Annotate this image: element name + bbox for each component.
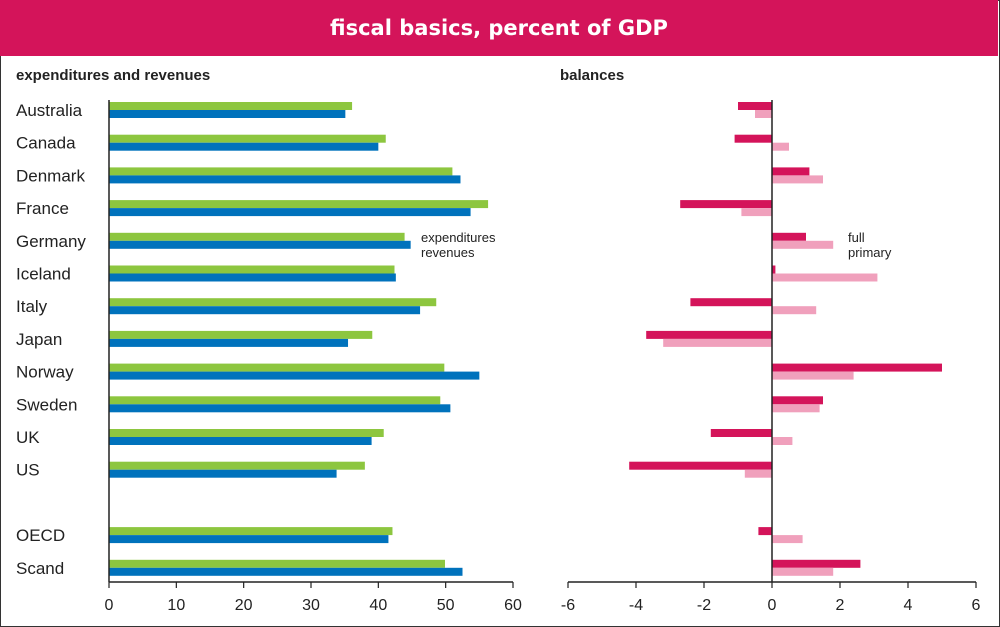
category-label-canada: Canada [16,134,76,153]
primary-balance-bar-scand [772,567,834,576]
expenditures-bar-australia [109,102,353,110]
revenues-bar-sweden [109,404,451,413]
expenditures-bar-germany [109,232,405,241]
chart-title: fiscal basics, percent of GDP [330,16,668,40]
full-balance-bar-france [680,200,772,209]
left-x-tick-label-40: 40 [369,597,387,614]
left-x-tick-label-50: 50 [437,597,455,614]
right-x-tick-label-0: 0 [768,597,777,614]
full-balance-bar-sweden [772,396,823,405]
category-label-scand: Scand [16,559,64,578]
legend-full: full [848,230,865,245]
legend-expenditures: expenditures [421,230,496,245]
category-label-italy: Italy [16,297,48,316]
category-label-germany: Germany [16,232,86,251]
category-label-iceland: Iceland [16,265,71,284]
full-balance-bar-oecd [758,527,772,536]
full-balance-bar-denmark [772,167,810,176]
revenues-bar-australia [109,110,346,118]
expenditures-bar-iceland [109,265,395,274]
revenues-bar-us [109,469,337,478]
category-label-australia: Australia [16,101,83,120]
category-label-uk: UK [16,428,40,447]
revenues-bar-scand [109,567,463,576]
right-panel-title: balances [560,67,624,84]
category-label-france: France [16,199,69,218]
full-balance-bar-canada [734,134,772,143]
category-label-us: US [16,461,40,480]
expenditures-bar-norway [109,363,445,372]
revenues-bar-iceland [109,273,396,282]
revenues-bar-france [109,208,471,217]
expenditures-bar-italy [109,298,437,307]
right-x-tick-label--4: -4 [629,597,643,614]
category-label-sweden: Sweden [16,395,77,414]
primary-balance-bar-iceland [772,273,878,282]
full-balance-bar-norway [772,363,942,372]
left-x-tick-label-30: 30 [302,597,320,614]
expenditures-bar-denmark [109,167,453,176]
expenditures-bar-uk [109,429,384,437]
revenues-bar-norway [109,371,480,380]
revenues-bar-uk [109,437,372,445]
category-label-oecd: OECD [16,526,65,545]
revenues-bar-germany [109,240,411,249]
primary-balance-bar-uk [772,437,793,445]
header-bar [0,0,998,56]
full-balance-bar-germany [772,232,806,241]
expenditures-bar-canada [109,134,386,143]
full-balance-bar-us [629,461,772,470]
right-x-tick-label-6: 6 [972,597,981,614]
category-label-norway: Norway [16,363,74,382]
primary-balance-bar-australia [755,110,772,118]
left-x-tick-label-60: 60 [504,597,522,614]
expenditures-bar-france [109,200,489,209]
right-x-tick-label--2: -2 [697,597,711,614]
full-balance-bar-scand [772,559,861,568]
right-x-tick-label--6: -6 [561,597,575,614]
full-balance-bar-australia [738,102,772,110]
left-x-tick-label-20: 20 [235,597,253,614]
left-panel-title: expenditures and revenues [16,67,210,84]
full-balance-bar-uk [710,429,772,437]
revenues-bar-italy [109,306,421,315]
full-balance-bar-iceland [772,265,776,274]
expenditures-bar-japan [109,330,373,339]
primary-balance-bar-norway [772,371,854,380]
expenditures-bar-scand [109,559,445,568]
primary-balance-bar-germany [772,240,834,249]
primary-balance-bar-sweden [772,404,820,413]
left-x-tick-label-10: 10 [167,597,185,614]
legend-primary: primary [848,245,892,260]
category-label-japan: Japan [16,330,62,349]
primary-balance-bar-denmark [772,175,823,184]
primary-balance-bar-japan [663,338,772,347]
primary-balance-bar-oecd [772,535,803,544]
revenues-bar-japan [109,338,349,347]
revenues-bar-oecd [109,535,389,544]
left-x-tick-label-0: 0 [105,597,114,614]
right-x-tick-label-4: 4 [904,597,913,614]
revenues-bar-canada [109,142,379,151]
primary-balance-bar-italy [772,306,817,315]
expenditures-bar-oecd [109,527,393,536]
primary-balance-bar-canada [772,142,789,151]
primary-balance-bar-us [744,469,772,478]
legend-revenues: revenues [421,245,475,260]
category-label-denmark: Denmark [16,166,85,185]
revenues-bar-denmark [109,175,461,184]
expenditures-bar-us [109,461,365,470]
full-balance-bar-japan [646,330,772,339]
full-balance-bar-italy [690,298,772,307]
right-x-tick-label-2: 2 [836,597,845,614]
expenditures-bar-sweden [109,396,441,405]
primary-balance-bar-france [741,208,772,217]
